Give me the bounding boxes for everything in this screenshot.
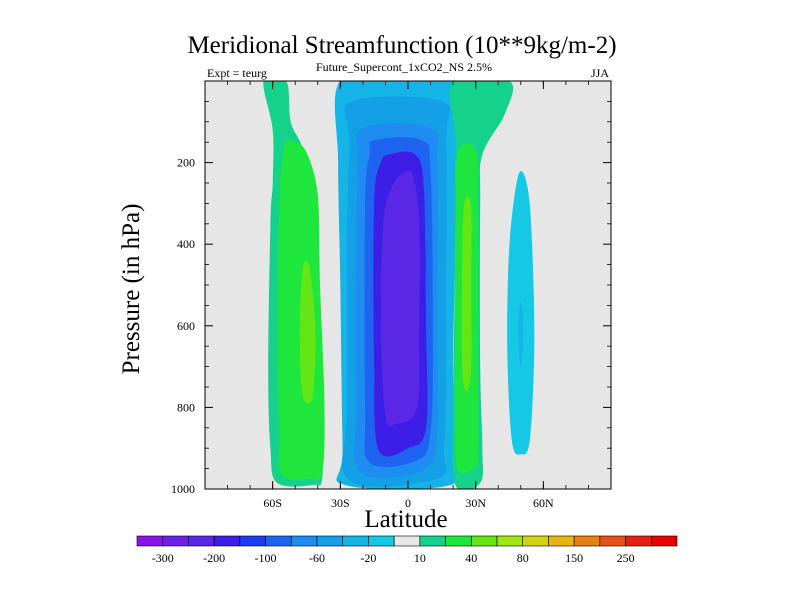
colorbar-swatch — [470, 535, 498, 547]
colorbar-label: 80 — [517, 551, 529, 565]
y-tick-label: 200 — [177, 156, 195, 170]
colorbar-label: 250 — [617, 551, 635, 565]
colorbar-label: -100 — [255, 551, 277, 565]
colorbar-swatch — [136, 535, 164, 547]
experiment-annotation: Expt = teurg — [207, 66, 267, 80]
contour-band — [518, 301, 524, 367]
colorbar-swatch — [239, 535, 266, 547]
x-tick-label: 60N — [533, 496, 554, 510]
colorbar-label: -60 — [309, 551, 325, 565]
y-tick-label: 400 — [177, 237, 195, 251]
colorbar-swatch — [316, 535, 344, 547]
colorbar-swatch — [162, 535, 189, 547]
colorbar-swatch — [188, 535, 215, 547]
colorbar-swatch — [265, 535, 292, 547]
colorbar-swatch — [548, 535, 575, 547]
colorbar-swatch — [290, 535, 318, 547]
contour-band — [380, 170, 420, 427]
colorbar-label: -300 — [152, 551, 174, 565]
colorbar-label: -200 — [203, 551, 225, 565]
plot-area: 60S 30S 0 30N 60N 200 400 600 800 1000 — [171, 80, 612, 510]
x-tick-label: 30S — [331, 496, 350, 510]
x-tick-label: 60S — [263, 496, 282, 510]
y-tick-label: 1000 — [171, 482, 195, 496]
y-tick-label: 600 — [177, 319, 195, 333]
colorbar-swatch — [393, 535, 421, 547]
colorbar-swatch — [496, 535, 524, 547]
colorbar-swatch — [625, 535, 652, 547]
colorbar-label: -20 — [360, 551, 376, 565]
colorbar-swatch — [419, 535, 446, 547]
contour-band — [299, 260, 316, 404]
x-axis: 60S 30S 0 30N 60N — [227, 81, 589, 510]
colorbar-swatch — [522, 535, 549, 547]
season-annotation: JJA — [591, 66, 609, 80]
colorbar-swatch — [573, 535, 601, 547]
colorbar-label: 150 — [565, 551, 583, 565]
x-tick-label: 30N — [465, 496, 486, 510]
colorbar: -300 -200 -100 -60 -20 10 40 80 150 250 — [136, 535, 678, 565]
y-axis: 200 400 600 800 1000 — [171, 101, 611, 496]
colorbar-swatch — [599, 535, 626, 547]
y-axis-label: Pressure (in hPa) — [118, 204, 145, 375]
contour-layer — [263, 81, 535, 489]
colorbar-swatch — [342, 535, 369, 547]
colorbar-swatch — [650, 535, 678, 547]
colorbar-label: 40 — [465, 551, 477, 565]
colorbar-swatch — [213, 535, 241, 547]
y-tick-label: 800 — [177, 400, 195, 414]
x-tick-label: 0 — [405, 496, 411, 510]
colorbar-swatch — [368, 535, 395, 547]
chart-title: Meridional Streamfunction (10**9kg/m-2) — [187, 32, 616, 59]
colorbar-swatch — [445, 535, 472, 547]
contour-band — [461, 196, 472, 392]
x-axis-label: Latitude — [364, 506, 447, 533]
colorbar-label: 10 — [414, 551, 426, 565]
chart-subtitle: Future_Supercont_1xCO2_NS 2.5% — [316, 60, 492, 74]
